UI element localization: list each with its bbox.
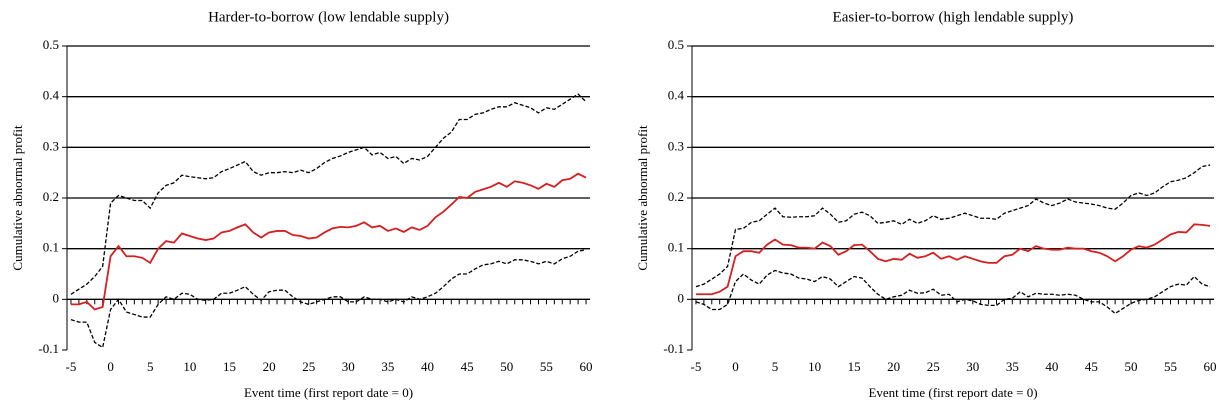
x-tick-label: 30 (342, 359, 355, 374)
x-tick-label: 55 (1164, 359, 1177, 374)
x-tick-label: 0 (732, 359, 739, 374)
x-tick-label: 50 (500, 359, 513, 374)
band-line (70, 249, 587, 349)
y-tick-label: 0.4 (43, 88, 60, 103)
y-tick-label: 0.1 (668, 240, 684, 255)
band-line (695, 269, 1211, 315)
x-tick-label: -5 (66, 359, 77, 374)
y-tick-label: 0 (678, 290, 685, 305)
x-tick-label: 35 (381, 359, 394, 374)
x-tick-label: 35 (1006, 359, 1019, 374)
x-tick-label: 55 (540, 359, 553, 374)
y-tick-label: 0.5 (43, 37, 59, 52)
x-tick-label: 0 (107, 359, 114, 374)
y-tick-label: 0.4 (668, 88, 685, 103)
y-tick-label: 0.2 (43, 189, 59, 204)
x-tick-label: 20 (263, 359, 276, 374)
x-tick-label: 45 (461, 359, 474, 374)
mean-line (695, 223, 1211, 296)
y-tick-label: 0.3 (668, 138, 684, 153)
x-tick-label: 5 (772, 359, 779, 374)
band-line (70, 93, 587, 295)
x-tick-label: 45 (1085, 359, 1098, 374)
x-tick-label: 10 (183, 359, 196, 374)
x-tick-label: 25 (302, 359, 315, 374)
x-tick-label: 10 (808, 359, 821, 374)
y-axis-label: Cumulative abnormal profit (635, 125, 650, 271)
x-tick-label: 40 (1045, 359, 1058, 374)
x-tick-label: 20 (887, 359, 900, 374)
x-tick-label: 30 (966, 359, 979, 374)
x-tick-label: -5 (691, 359, 702, 374)
x-axis-label: Event time (first report date = 0) (244, 385, 413, 400)
y-axis-label: Cumulative abnormal profit (10, 125, 25, 271)
mean-line (70, 172, 587, 311)
band-line (695, 164, 1211, 288)
y-tick-label: 0.2 (668, 189, 684, 204)
x-tick-label: 15 (223, 359, 236, 374)
x-tick-label: 15 (848, 359, 861, 374)
y-tick-label: 0 (53, 290, 60, 305)
y-tick-label: 0.1 (43, 240, 59, 255)
x-tick-label: 5 (147, 359, 154, 374)
x-tick-label: 60 (1204, 359, 1217, 374)
y-tick-label: 0.5 (668, 37, 684, 52)
x-axis-label: Event time (first report date = 0) (868, 385, 1037, 400)
x-tick-label: 40 (421, 359, 434, 374)
x-tick-label: 50 (1124, 359, 1137, 374)
chart-title: Harder-to-borrow (low lendable supply) (208, 9, 449, 25)
y-tick-label: -0.1 (38, 341, 59, 356)
y-tick-label: 0.3 (43, 138, 59, 153)
y-tick-label: -0.1 (663, 341, 684, 356)
x-tick-label: 25 (927, 359, 940, 374)
chart-title: Easier-to-borrow (high lendable supply) (833, 9, 1074, 25)
x-tick-label: 60 (580, 359, 593, 374)
